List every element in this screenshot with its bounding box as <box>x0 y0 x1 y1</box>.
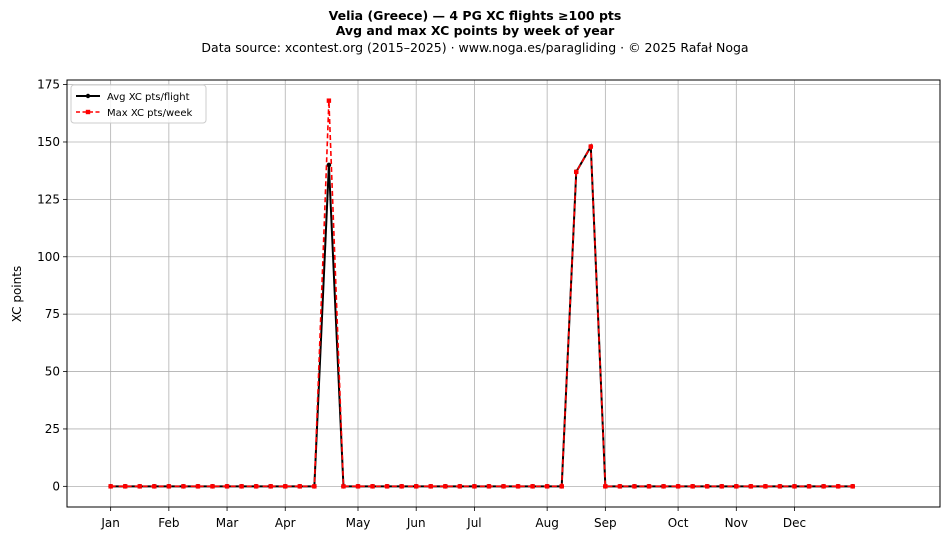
plot-frame <box>66 79 941 508</box>
max-data-point <box>515 484 521 489</box>
chart-subtitle: Avg and max XC points by week of year <box>335 23 615 38</box>
max-data-point <box>501 484 506 489</box>
max-data-point <box>675 484 681 489</box>
max-data-point <box>777 484 783 489</box>
x-tick-label: Feb <box>158 516 179 530</box>
chart-title: Velia (Greece) — 4 PG XC flights ≥100 pt… <box>328 8 622 23</box>
max-data-point <box>152 484 157 489</box>
y-tick-label: 0 <box>52 479 60 493</box>
y-tick-label: 25 <box>45 422 60 436</box>
max-data-point <box>588 144 593 149</box>
x-tick-label: Oct <box>668 516 689 530</box>
max-data-point <box>690 484 695 489</box>
max-data-point <box>661 484 666 489</box>
max-data-point <box>748 484 754 489</box>
max-data-point <box>181 484 186 489</box>
series-max <box>108 98 855 489</box>
series-layer <box>108 98 855 489</box>
max-data-point <box>137 484 142 489</box>
x-tick-label: Jun <box>406 516 426 530</box>
max-data-point <box>414 484 419 489</box>
max-data-point <box>108 484 113 489</box>
y-tick-label: 100 <box>37 250 60 264</box>
max-data-point <box>370 484 375 489</box>
x-tick-label: Nov <box>725 516 748 530</box>
max-data-point <box>341 484 346 489</box>
y-tick-label: 150 <box>37 135 60 149</box>
max-series-line <box>110 100 853 488</box>
max-data-point <box>835 484 841 489</box>
x-tick-label: Jan <box>100 516 120 530</box>
max-data-point <box>399 484 404 489</box>
max-data-point <box>326 98 332 103</box>
max-data-point <box>210 484 215 489</box>
x-tick-label: Aug <box>535 516 558 530</box>
max-data-point <box>355 484 361 489</box>
legend-avg-marker <box>85 93 91 99</box>
max-data-point <box>530 484 535 489</box>
max-data-point <box>617 484 623 489</box>
axis-layer: 0 25 50 75 100 125 150 175 Jan Feb Mar Apr May Jun Jul… <box>37 78 806 530</box>
chart-title-block: Velia (Greece) — 4 PG XC flights ≥100 pt… <box>0 8 950 56</box>
max-data-point <box>705 484 710 489</box>
max-data-point <box>123 484 128 489</box>
x-tick-label: Sep <box>594 516 617 530</box>
max-data-point <box>850 484 855 489</box>
max-data-point <box>312 484 317 489</box>
y-tick-label: 75 <box>45 307 60 321</box>
max-data-point <box>443 484 448 489</box>
legend-max-label: Max XC pts/week <box>107 108 192 119</box>
y-axis-label: XC points <box>10 266 24 322</box>
y-tick-label: 125 <box>37 192 60 206</box>
max-data-point <box>632 484 637 489</box>
max-data-point <box>544 484 550 489</box>
legend-box <box>70 84 207 124</box>
avg-data-point <box>326 162 332 168</box>
max-data-point <box>297 484 302 489</box>
max-data-point <box>283 484 288 489</box>
max-data-point <box>472 484 477 489</box>
legend-avg-label: Avg XC pts/flight <box>107 92 190 103</box>
max-data-point <box>166 484 172 489</box>
max-data-point <box>821 484 826 489</box>
chart-source: Data source: xcontest.org (2015–2025) · … <box>201 40 749 55</box>
legend: Avg XC pts/flight Max XC pts/week <box>70 84 207 124</box>
max-data-point <box>559 484 564 489</box>
x-tick-label: Apr <box>275 516 296 530</box>
max-data-point <box>224 484 230 489</box>
x-tick-label: Jul <box>466 516 481 530</box>
y-tick-label: 175 <box>37 78 60 92</box>
max-data-point <box>763 484 768 489</box>
max-data-point <box>734 484 739 489</box>
max-data-point <box>384 484 390 489</box>
max-data-point <box>268 484 273 489</box>
plot-area <box>67 80 940 507</box>
y-tick-label: 50 <box>45 365 60 379</box>
max-data-point <box>428 484 433 489</box>
max-data-point <box>253 484 259 489</box>
max-data-point <box>806 484 812 489</box>
max-data-point <box>646 484 652 489</box>
max-data-point <box>239 484 244 489</box>
max-data-point <box>486 484 492 489</box>
x-tick-label: Dec <box>783 516 806 530</box>
max-data-point <box>719 484 724 489</box>
max-data-point <box>195 484 201 489</box>
max-data-point <box>457 484 463 489</box>
max-data-point <box>574 169 579 175</box>
max-data-point <box>603 484 608 489</box>
x-tick-label: Mar <box>216 516 239 530</box>
legend-max-marker <box>85 109 91 115</box>
max-data-point <box>792 484 797 489</box>
x-tick-label: May <box>346 516 371 530</box>
